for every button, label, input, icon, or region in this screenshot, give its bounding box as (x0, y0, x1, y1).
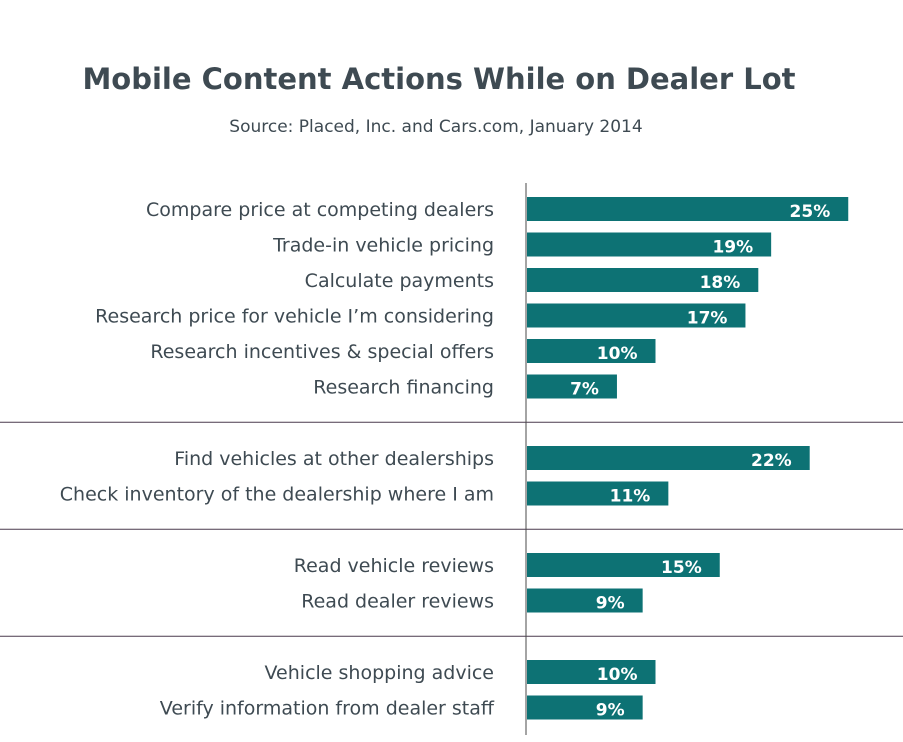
value-label: 18% (700, 273, 741, 293)
bars (527, 197, 849, 720)
value-label: 10% (597, 665, 638, 685)
category-label: Verify information from dealer staff (160, 698, 495, 720)
bar (527, 268, 759, 292)
category-label: Research incentives & special offers (150, 341, 494, 363)
value-labels: 25% 19% 18% 17% 10% 7% 22% 11% 15% 9% 10% 9% (570, 202, 830, 721)
group-separators (0, 421, 903, 637)
bar (527, 588, 643, 613)
category-label: Vehicle shopping advice (265, 662, 494, 684)
value-label: 25% (790, 202, 831, 222)
bar (527, 339, 656, 363)
category-label: Research financing (313, 377, 494, 399)
category-label: Read dealer reviews (301, 591, 494, 613)
bar (527, 660, 656, 684)
value-label: 19% (712, 238, 753, 258)
category-label: Check inventory of the dealership where … (60, 484, 494, 506)
bar (527, 695, 643, 720)
category-label: Research price for vehicle I’m consideri… (95, 306, 494, 328)
bar (527, 197, 849, 221)
bar (527, 374, 617, 399)
bar (527, 303, 746, 328)
value-label: 22% (751, 451, 792, 471)
value-label: 9% (596, 701, 625, 721)
category-label: Find vehicles at other dealerships (174, 448, 494, 470)
bar (527, 446, 810, 470)
value-label: 15% (661, 558, 702, 578)
category-label: Read vehicle reviews (294, 555, 494, 577)
category-labels: Compare price at competing dealers Trade-… (60, 199, 495, 720)
value-label: 7% (570, 380, 599, 400)
value-label: 11% (610, 487, 651, 507)
value-label: 17% (687, 309, 728, 329)
category-label: Calculate payments (305, 270, 494, 292)
category-label: Trade-in vehicle pricing (272, 235, 494, 257)
bar (527, 232, 772, 257)
category-label: Compare price at competing dealers (146, 199, 494, 221)
value-label: 10% (597, 344, 638, 364)
chart-subtitle: Source: Placed, Inc. and Cars.com, Janua… (229, 117, 643, 137)
bar (527, 553, 720, 577)
value-label: 9% (596, 594, 625, 614)
bar (527, 481, 669, 506)
chart-title: Mobile Content Actions While on Dealer L… (82, 62, 796, 96)
